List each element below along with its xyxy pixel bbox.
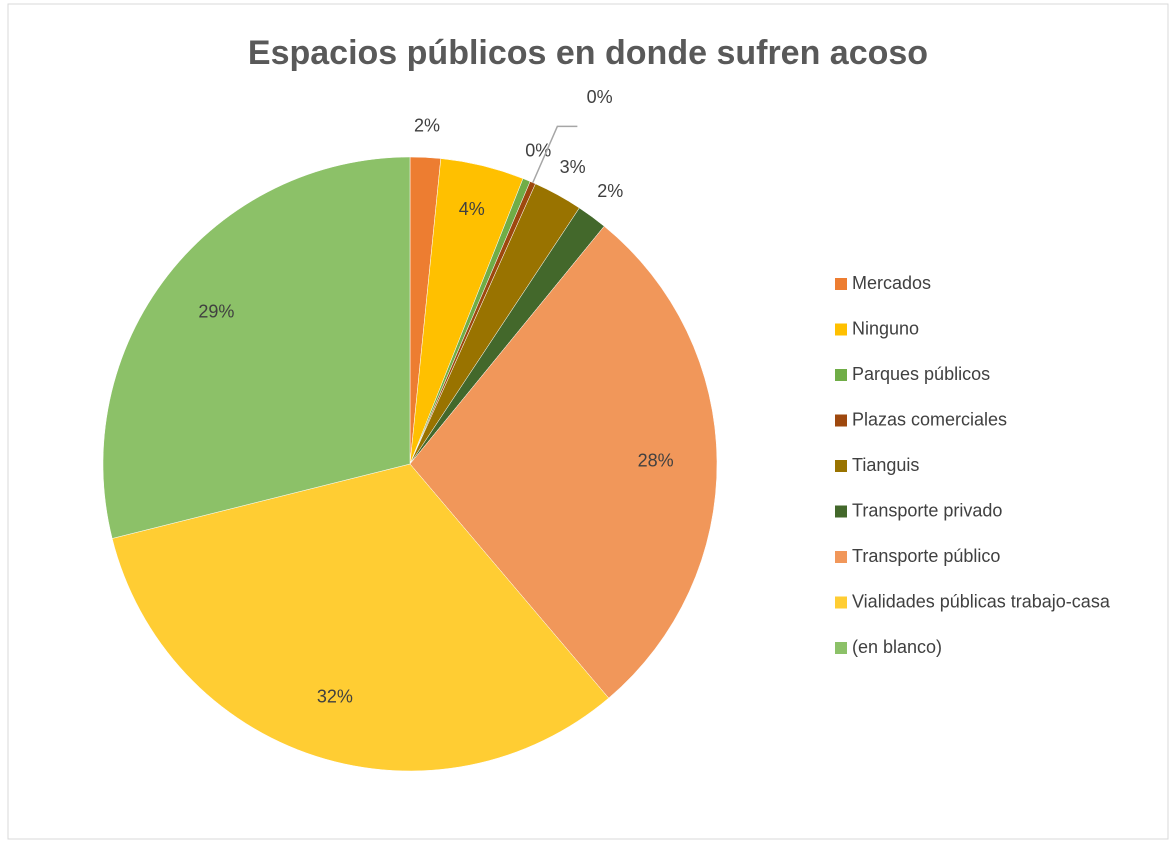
data-label: 0% — [587, 87, 613, 107]
data-label: 2% — [597, 181, 623, 201]
data-label: 32% — [317, 687, 353, 707]
legend-swatch — [835, 323, 847, 336]
leader-line — [532, 125, 578, 183]
legend-swatch — [835, 505, 847, 518]
legend-label: Plazas comerciales — [852, 409, 1007, 429]
data-label: 29% — [198, 302, 234, 322]
legend-swatch — [835, 414, 847, 427]
chart-title: Espacios públicos en donde sufren acoso — [248, 34, 928, 72]
data-label: 3% — [560, 157, 586, 177]
pie-slice — [102, 156, 411, 539]
legend-label: (en blanco) — [852, 637, 942, 657]
legend-label: Parques públicos — [852, 364, 990, 384]
legend-swatch — [835, 369, 847, 381]
legend-swatch — [835, 551, 847, 563]
data-label: 28% — [638, 450, 674, 470]
legend-label: Vialidades públicas trabajo-casa — [852, 591, 1111, 611]
data-label: 2% — [414, 115, 440, 135]
legend-label: Transporte privado — [852, 500, 1002, 520]
legend-swatch — [835, 642, 847, 654]
data-label: 4% — [459, 199, 485, 219]
pie-slice — [111, 463, 609, 772]
pie-slice — [409, 225, 718, 699]
legend-label: Ninguno — [852, 318, 919, 338]
legend-label: Transporte público — [852, 546, 1000, 566]
legend-swatch — [835, 278, 847, 290]
legend-swatch — [835, 460, 847, 472]
legend-swatch — [835, 596, 847, 609]
legend-label: Mercados — [852, 273, 931, 293]
legend-label: Tianguis — [852, 455, 919, 475]
